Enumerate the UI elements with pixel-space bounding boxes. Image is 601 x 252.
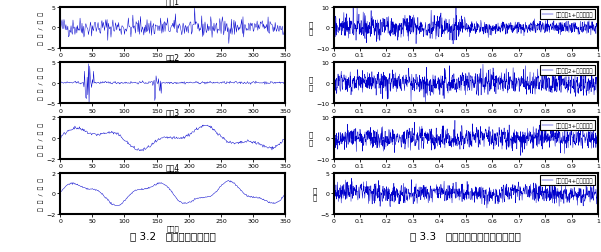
Y-axis label: 输
出: 输 出 [313, 186, 317, 201]
Y-axis label: 幅  値  /  单  位: 幅 値 / 单 位 [38, 67, 44, 100]
Y-axis label: 输
出: 输 出 [309, 21, 313, 35]
Y-axis label: 幅  値  /  单  位: 幅 値 / 单 位 [38, 122, 44, 155]
Title: 原夶4: 原夶4 [166, 163, 180, 172]
X-axis label: 横坐标: 横坐标 [166, 225, 179, 231]
X-axis label: 横坐标: 横坐标 [166, 170, 179, 176]
Text: 图 3.2   生成的不含噪信号: 图 3.2 生成的不含噪信号 [130, 231, 216, 241]
Y-axis label: 幅  値  /  单  位: 幅 値 / 单 位 [38, 12, 44, 45]
Legend: 原始信号2+高斯白噪音: 原始信号2+高斯白噪音 [540, 66, 595, 75]
X-axis label: 横坐标: 横坐标 [166, 114, 179, 121]
Legend: 原始信号1+高斯白噪音: 原始信号1+高斯白噪音 [540, 10, 595, 20]
Legend: 原始信号4+高斯白噪音: 原始信号4+高斯白噪音 [540, 176, 595, 186]
Y-axis label: 输
出: 输 出 [309, 76, 313, 90]
Legend: 原始信号3+高斯白噪音: 原始信号3+高斯白噪音 [540, 120, 595, 131]
X-axis label: 横坐标: 横坐标 [166, 59, 179, 66]
Y-axis label: 幅  値  /  单  位: 幅 値 / 单 位 [38, 177, 44, 210]
Y-axis label: 输
出: 输 出 [309, 131, 313, 145]
Title: 原夶2: 原夶2 [166, 53, 180, 62]
Title: 原夶3: 原夶3 [166, 108, 180, 117]
Text: 图 3.3   加入噪声后生成的含噪信号: 图 3.3 加入噪声后生成的含噪信号 [410, 231, 521, 241]
Title: 原夶1: 原夶1 [166, 0, 180, 7]
